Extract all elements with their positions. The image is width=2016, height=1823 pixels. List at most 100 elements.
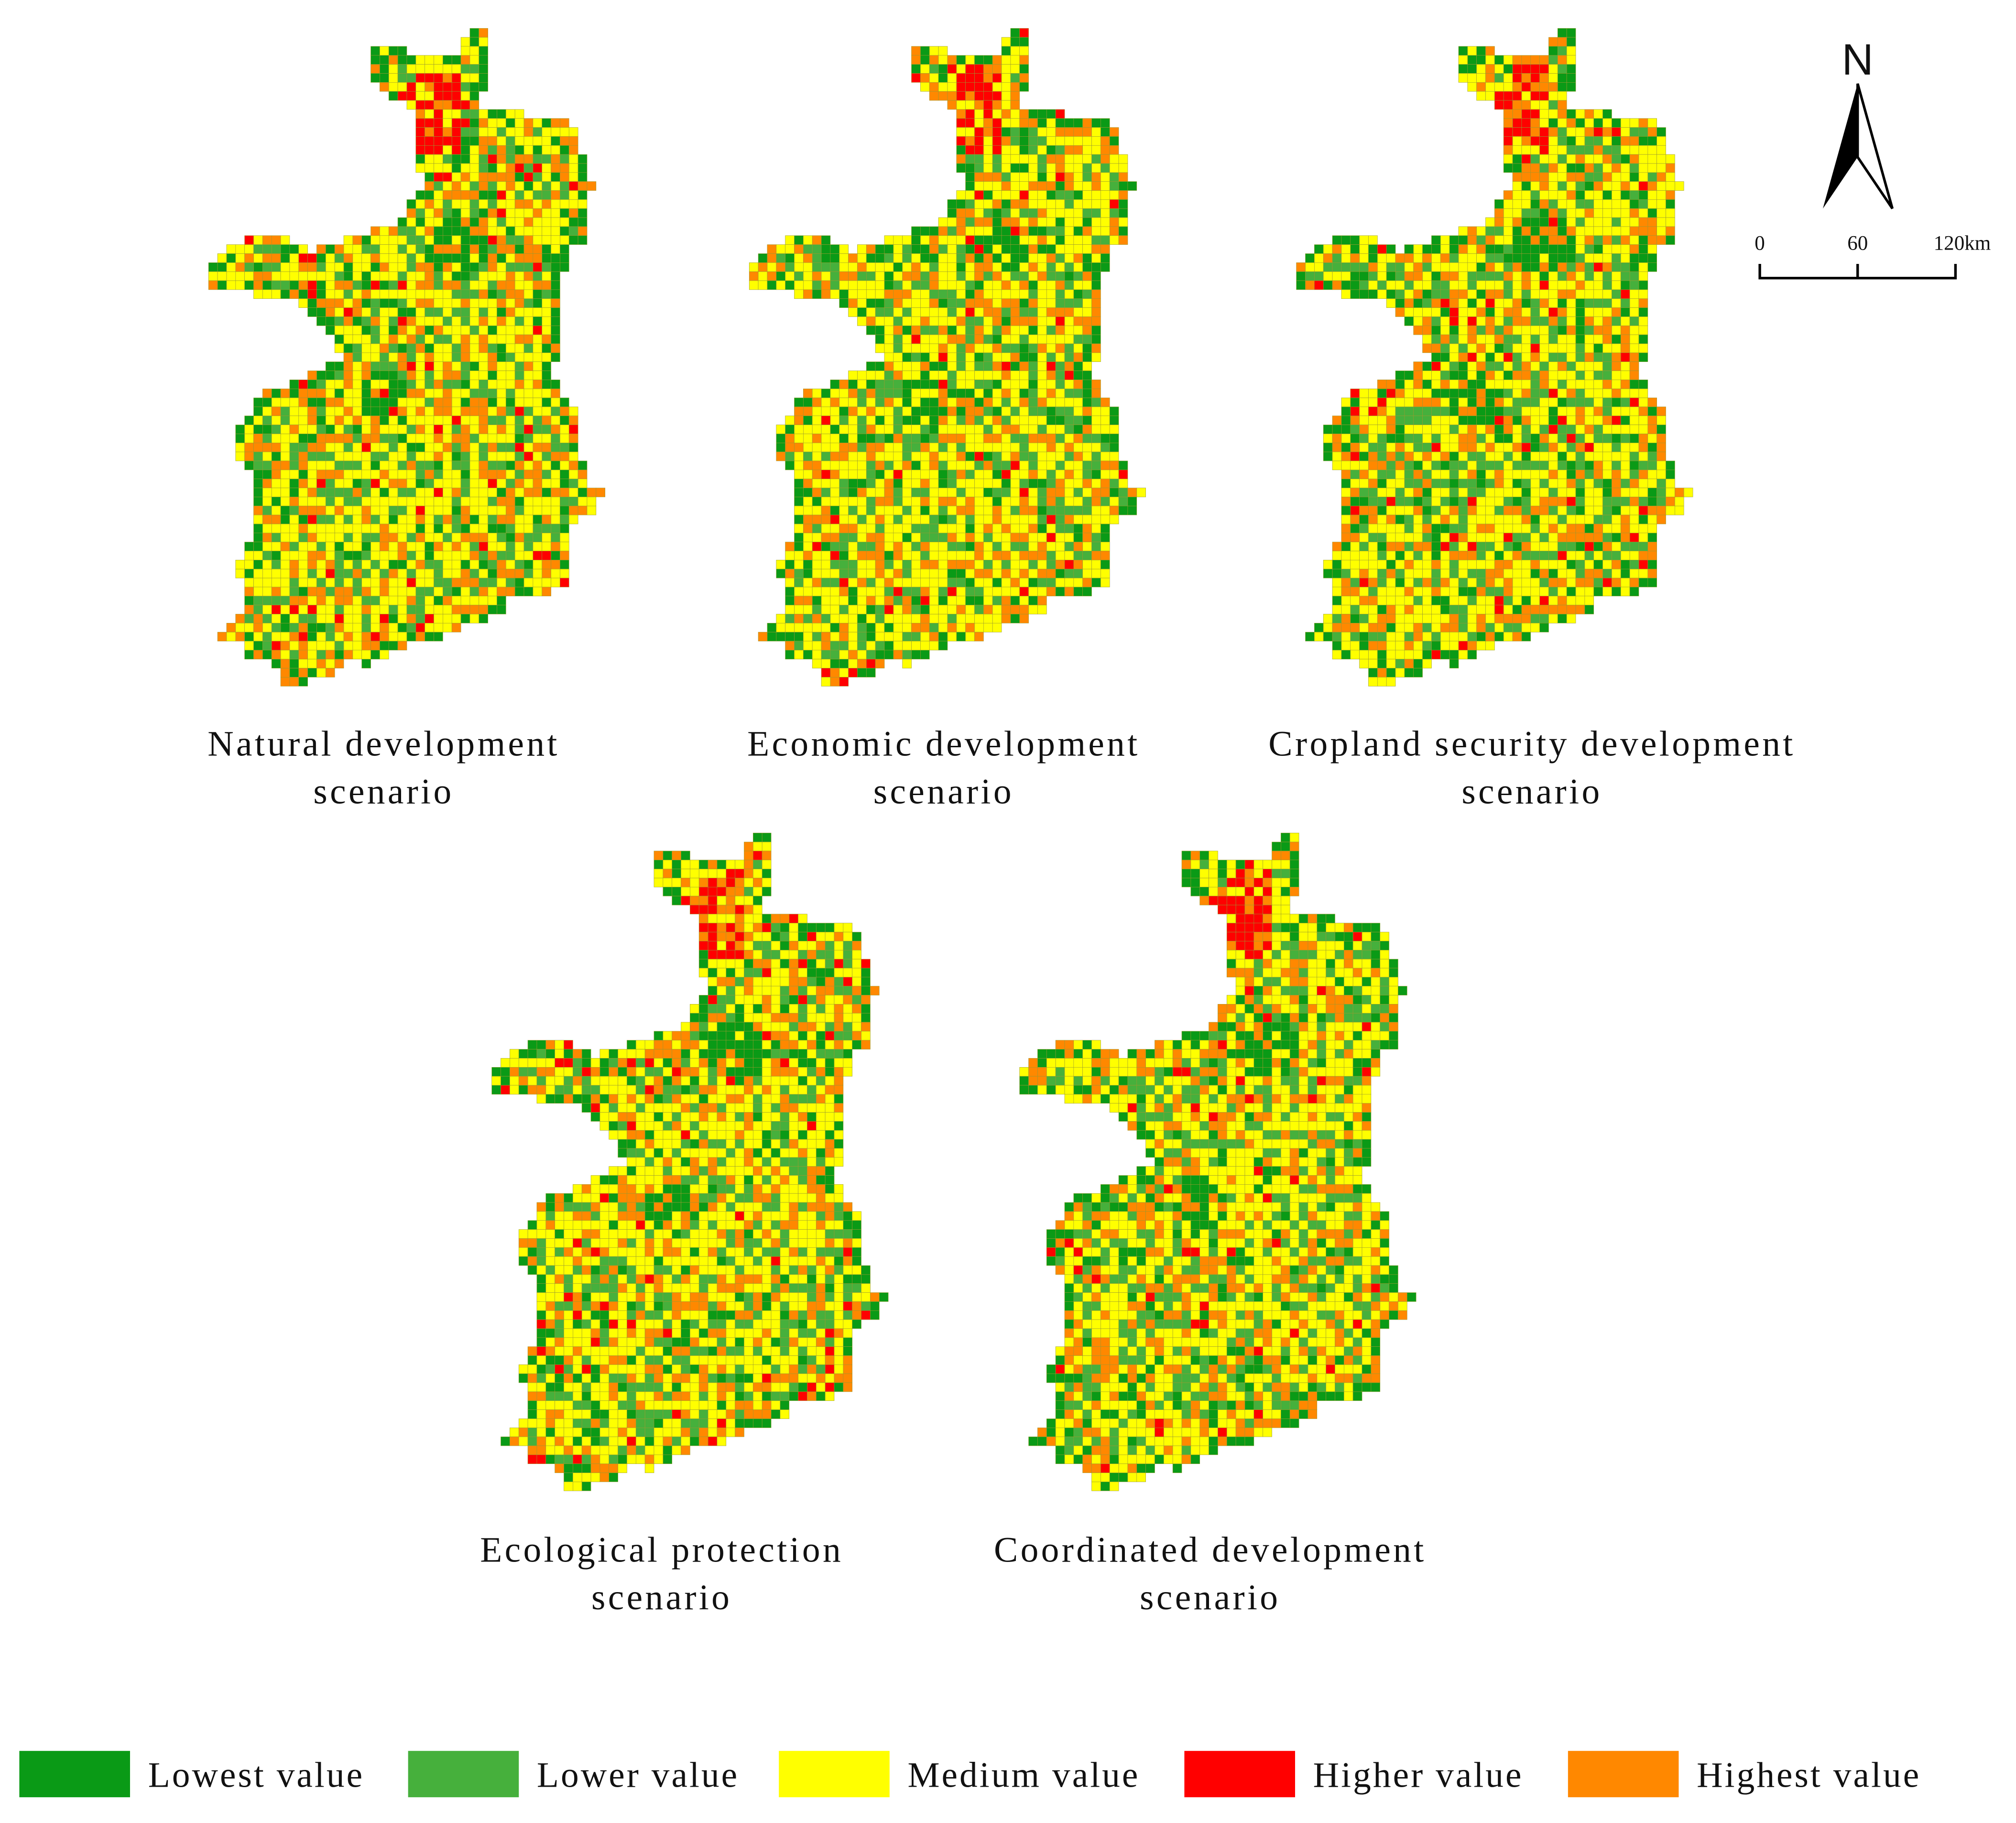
grid-cell (443, 163, 452, 173)
grid-cell (1001, 100, 1011, 110)
grid-cell (397, 451, 407, 461)
grid-cell (361, 289, 371, 299)
grid-cell (1485, 217, 1495, 227)
grid-cell (1584, 380, 1594, 389)
grid-cell (523, 163, 534, 173)
grid-cell (803, 289, 813, 299)
grid-cell (488, 208, 497, 218)
grid-cell (253, 505, 263, 515)
grid-cell (262, 460, 272, 470)
grid-cell (1449, 442, 1459, 452)
grid-cell (542, 479, 551, 488)
grid-cell (460, 605, 470, 614)
grid-cell (821, 505, 831, 515)
grid-cell (794, 469, 804, 480)
grid-cell (388, 614, 398, 623)
grid-cell (1109, 154, 1119, 164)
grid-cell (1386, 460, 1396, 470)
grid-cell (415, 425, 425, 434)
grid-cell (1566, 55, 1576, 65)
grid-cell (1539, 217, 1549, 227)
grid-cell (425, 614, 434, 623)
grid-cell (1503, 244, 1513, 254)
grid-cell (1073, 406, 1083, 416)
grid-cell (911, 514, 921, 524)
grid-cell (956, 325, 966, 335)
grid-cell (334, 469, 344, 480)
grid-cell (1422, 289, 1432, 299)
grid-cell (542, 199, 551, 209)
grid-cell (857, 632, 867, 642)
grid-cell (1485, 415, 1495, 425)
grid-cell (1037, 469, 1047, 480)
grid-cell (1503, 208, 1513, 218)
grid-cell (1055, 298, 1065, 308)
grid-cell (514, 442, 524, 452)
grid-cell (1557, 280, 1567, 290)
grid-cell (1028, 289, 1038, 299)
grid-cell (307, 253, 317, 263)
grid-cell (893, 307, 903, 317)
grid-cell (1467, 82, 1477, 92)
grid-cell (902, 415, 912, 425)
grid-cell (875, 587, 885, 597)
grid-cell (434, 352, 443, 362)
grid-cell (415, 578, 425, 588)
grid-cell (1584, 118, 1594, 128)
grid-cell (1593, 451, 1603, 461)
grid-cell (1064, 388, 1074, 398)
grid-cell (794, 479, 804, 488)
grid-cell (830, 568, 840, 579)
grid-cell (469, 253, 479, 263)
grid-cell (280, 596, 290, 605)
grid-cell (857, 434, 867, 443)
grid-cell (488, 109, 497, 119)
grid-cell (497, 145, 506, 155)
grid-cell (361, 479, 371, 488)
grid-cell (983, 136, 993, 146)
grid-cell (1512, 289, 1522, 299)
grid-cell (1010, 560, 1020, 569)
grid-cell (830, 388, 840, 398)
grid-cell (460, 542, 470, 551)
grid-cell (371, 235, 380, 245)
grid-cell (371, 488, 380, 497)
grid-cell (938, 217, 948, 227)
grid-cell (956, 397, 966, 407)
grid-cell (388, 82, 398, 92)
grid-cell (1404, 307, 1414, 317)
grid-cell (1593, 442, 1603, 452)
grid-cell (505, 425, 515, 434)
grid-cell (244, 560, 254, 569)
grid-cell (830, 488, 840, 497)
grid-cell (1091, 226, 1101, 236)
grid-cell (1359, 442, 1369, 452)
grid-cell (289, 614, 299, 623)
grid-cell (1028, 460, 1038, 470)
grid-cell (1584, 127, 1594, 137)
grid-cell (434, 100, 443, 110)
grid-cell (1001, 262, 1011, 272)
grid-cell (1101, 560, 1110, 569)
grid-cell (1413, 280, 1423, 290)
grid-cell (1091, 380, 1101, 389)
grid-cell (497, 217, 506, 227)
grid-cell (560, 235, 569, 245)
grid-cell (812, 514, 822, 524)
grid-cell (929, 262, 939, 272)
grid-cell (388, 641, 398, 651)
grid-cell (1503, 406, 1513, 416)
grid-cell (1073, 524, 1083, 534)
grid-cell (253, 253, 263, 263)
grid-cell (460, 37, 470, 47)
grid-cell (1019, 361, 1029, 371)
grid-cell (542, 325, 551, 335)
grid-cell (1566, 127, 1576, 137)
grid-cell (415, 217, 425, 227)
grid-cell (244, 632, 254, 642)
grid-cell (956, 154, 966, 164)
grid-cell (803, 469, 813, 480)
grid-cell (1666, 172, 1675, 182)
grid-cell (371, 641, 380, 651)
grid-cell (1566, 371, 1576, 380)
